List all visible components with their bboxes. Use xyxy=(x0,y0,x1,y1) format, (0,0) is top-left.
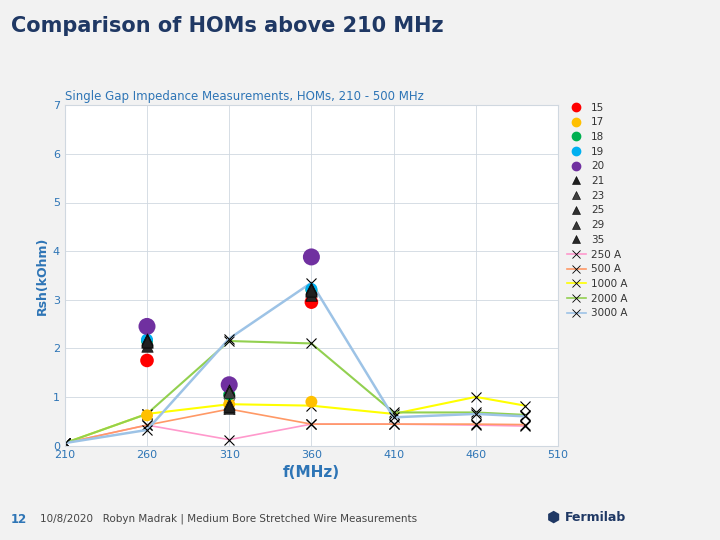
Legend: 15, 17, 18, 19, 20, 21, 23, 25, 29, 35, 250 A, 500 A, 1000 A, 2000 A, 3000 A: 15, 17, 18, 19, 20, 21, 23, 25, 29, 35, … xyxy=(563,98,631,322)
Text: 10/8/2020   Robyn Madrak | Medium Bore Stretched Wire Measurements: 10/8/2020 Robyn Madrak | Medium Bore Str… xyxy=(40,513,417,523)
Text: Fermilab: Fermilab xyxy=(565,511,626,524)
Point xyxy=(223,403,235,412)
Text: Comparison of HOMs above 210 MHz: Comparison of HOMs above 210 MHz xyxy=(11,16,444,36)
Text: Single Gap Impedance Measurements, HOMs, 210 - 500 MHz: Single Gap Impedance Measurements, HOMs,… xyxy=(65,90,423,103)
Y-axis label: Rsh(kOhm): Rsh(kOhm) xyxy=(36,236,49,315)
Point xyxy=(141,337,153,346)
Point xyxy=(141,322,153,330)
Point xyxy=(223,390,235,399)
Point xyxy=(223,386,235,394)
Text: ⬢: ⬢ xyxy=(547,510,561,525)
Point xyxy=(141,411,153,420)
Point xyxy=(223,388,235,396)
Point xyxy=(306,287,318,295)
Point xyxy=(306,291,318,299)
Point xyxy=(223,400,235,408)
Point xyxy=(223,380,235,389)
Point xyxy=(141,334,153,343)
Point xyxy=(306,285,318,293)
Text: 12: 12 xyxy=(11,513,27,526)
Point xyxy=(306,283,318,292)
Point xyxy=(306,397,318,406)
Point xyxy=(141,338,153,347)
Point xyxy=(141,356,153,365)
Point xyxy=(141,335,153,344)
Point xyxy=(141,337,153,346)
Point xyxy=(306,286,318,294)
Point xyxy=(223,401,235,410)
Point xyxy=(306,285,318,293)
Point xyxy=(306,298,318,307)
Point xyxy=(141,342,153,350)
Point xyxy=(223,383,235,391)
X-axis label: f(MHz): f(MHz) xyxy=(283,464,340,480)
Point xyxy=(223,400,235,408)
Point xyxy=(141,335,153,344)
Point xyxy=(306,253,318,261)
Point xyxy=(306,286,318,294)
